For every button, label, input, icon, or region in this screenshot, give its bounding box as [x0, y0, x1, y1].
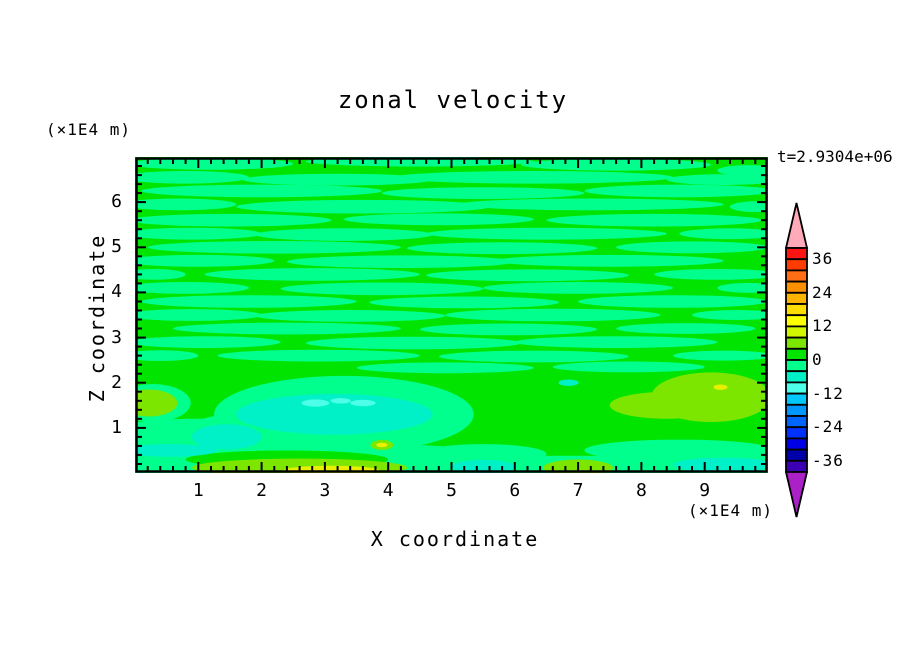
time-annotation: t=2.9304e+06: [777, 147, 893, 166]
colorbar-label: -24: [812, 417, 844, 437]
y-tick-label: 6: [111, 191, 122, 213]
colorbar-box: [785, 247, 808, 261]
colorbar-box: [785, 415, 808, 429]
x-tick-label: 5: [446, 480, 457, 501]
colorbar-arrow-up: [784, 202, 809, 249]
colorbar-box: [785, 426, 808, 440]
y-tick-label: 4: [111, 281, 122, 303]
contour-plot: [135, 157, 768, 473]
colorbar-box: [785, 437, 808, 451]
colorbar-box: [785, 359, 808, 373]
colorbar-box: [785, 325, 808, 339]
x-tick-label: 9: [699, 480, 711, 501]
colorbar-box: [785, 347, 808, 361]
colorbar-box: [785, 392, 808, 406]
colorbar-box: [785, 459, 808, 473]
colorbar-box: [785, 370, 808, 384]
y-axis-unit-label: (×1E4 m): [46, 120, 132, 139]
y-tick-label: 3: [111, 326, 122, 348]
colorbar-box: [785, 403, 808, 417]
colorbar-label: -36: [812, 450, 844, 470]
x-tick-label: 7: [572, 480, 584, 501]
colorbar-box: [785, 336, 808, 350]
contour-field: [135, 157, 768, 473]
colorbar-label: -12: [812, 383, 844, 403]
colorbar-box: [785, 448, 808, 462]
y-tick-label: 1: [111, 416, 122, 438]
colorbar-box: [785, 291, 808, 305]
x-tick-label: 6: [509, 480, 521, 501]
x-tick-label: 2: [256, 480, 268, 501]
plot-frame: [135, 157, 768, 473]
colorbar-label: 24: [812, 282, 834, 302]
x-tick-label: 1: [192, 480, 204, 501]
axis-ticks: [137, 159, 766, 471]
colorbar-box: [785, 303, 808, 317]
colorbar-box: [785, 314, 808, 328]
colorbar-label: 0: [812, 350, 823, 369]
colorbar-box: [785, 280, 808, 294]
colorbar-label: 12: [812, 316, 834, 336]
y-tick-label: 5: [111, 236, 122, 258]
x-tick-label: 8: [635, 480, 647, 501]
x-axis-unit-label: (×1E4 m): [688, 501, 774, 520]
x-tick-label: 4: [382, 480, 394, 501]
colorbar-arrow-down: [784, 471, 809, 518]
colorbar-box: [785, 269, 808, 283]
colorbar-box: [785, 258, 808, 272]
x-tick-label: 3: [319, 480, 331, 501]
x-axis-title: X coordinate: [370, 527, 540, 551]
colorbar: [784, 202, 809, 518]
y-axis-title: Z coordinate: [85, 233, 109, 403]
colorbar-box: [785, 381, 808, 395]
y-tick-label: 2: [111, 371, 122, 393]
colorbar-label: 36: [812, 249, 834, 269]
plot-title: zonal velocity: [337, 86, 569, 114]
